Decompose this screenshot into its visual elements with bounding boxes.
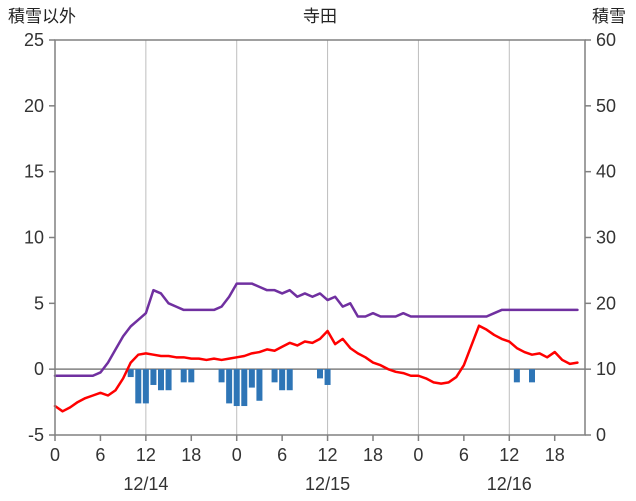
blue-bars-bar: [279, 369, 286, 391]
blue-bars-bar: [286, 369, 293, 391]
red-line: [53, 324, 579, 413]
hour-tick-label: 18: [181, 445, 201, 465]
blue-bars-bar: [158, 369, 164, 391]
date-label: 12/14: [123, 474, 168, 494]
blue-bars-bar: [317, 369, 323, 379]
blue-bars-bar: [135, 369, 142, 404]
blue-bars-bar: [256, 369, 263, 401]
blue-bars-bar: [218, 369, 225, 383]
right-axis-title: 積雪: [592, 7, 626, 26]
left-tick-label: 25: [24, 30, 44, 50]
blue-bars-bar: [529, 369, 535, 383]
left-tick-label: 0: [34, 359, 44, 379]
blue-bars-bar: [150, 369, 157, 385]
hour-tick-label: 0: [413, 445, 423, 465]
hour-tick-label: 12: [499, 445, 519, 465]
hour-tick-label: 12: [318, 445, 338, 465]
hour-tick-label: 18: [545, 445, 565, 465]
blue-bars-bar: [324, 369, 331, 385]
blue-bars-bar: [248, 369, 255, 388]
hour-tick-label: 0: [232, 445, 242, 465]
chart-title: 寺田: [303, 7, 337, 26]
blue-bars-bar: [188, 369, 195, 383]
blue-bars-bar: [226, 369, 233, 404]
hour-tick-label: 18: [363, 445, 383, 465]
purple-line: [53, 282, 579, 377]
blue-bars-bar: [180, 369, 187, 383]
hour-tick-label: 6: [95, 445, 105, 465]
right-tick-label: 40: [596, 162, 616, 182]
blue-bars-bar: [241, 369, 248, 407]
hour-tick-label: 12: [136, 445, 156, 465]
hour-tick-label: 0: [50, 445, 60, 465]
right-tick-label: 10: [596, 359, 616, 379]
blue-bars-bar: [165, 369, 172, 391]
left-tick-label: 20: [24, 96, 44, 116]
blue-bars-bar: [513, 369, 520, 383]
hour-tick-label: 6: [277, 445, 287, 465]
right-tick-label: 60: [596, 30, 616, 50]
right-tick-label: 50: [596, 96, 616, 116]
date-label: 12/16: [487, 474, 532, 494]
blue-bars-bar: [271, 369, 278, 383]
right-tick-label: 30: [596, 228, 616, 248]
date-label: 12/15: [305, 474, 350, 494]
left-tick-label: -5: [28, 425, 44, 445]
blue-bars-bar: [233, 369, 240, 407]
hour-tick-label: 6: [459, 445, 469, 465]
left-tick-label: 5: [34, 293, 44, 313]
left-axis-title: 積雪以外: [8, 7, 76, 26]
right-tick-label: 0: [596, 425, 606, 445]
right-tick-label: 20: [596, 293, 616, 313]
left-tick-label: 15: [24, 162, 44, 182]
blue-bars-bar: [142, 369, 149, 404]
blue-bars-bar: [127, 369, 134, 378]
left-tick-label: 10: [24, 228, 44, 248]
